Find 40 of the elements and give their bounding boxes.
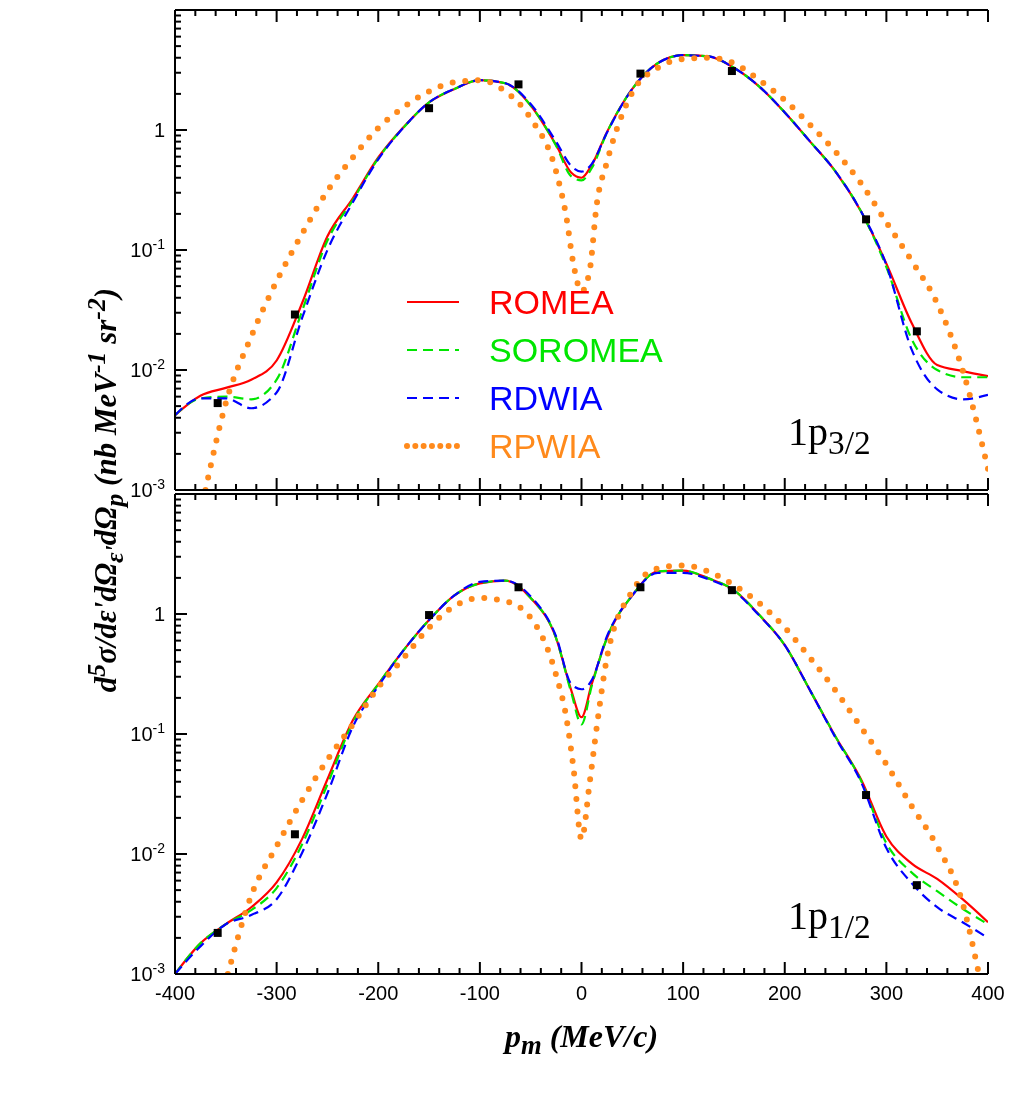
y-tick-label: 1 [153,603,165,625]
point [727,586,736,595]
x-tick-label: 400 [971,982,1005,1004]
point [912,881,921,890]
point [514,583,523,592]
y-tick-label: 10$^{-3}$ [130,476,166,501]
y-tick-label: 10$^{-2}$ [130,356,166,381]
y-tick-label: 10$^{-3}$ [130,960,166,985]
x-tick-label: 0 [575,982,588,1004]
point [213,399,222,408]
point [862,215,871,224]
annotation: 1p$_{3/2}$ [788,408,871,462]
y-tick-label: 10$^{-1}$ [130,720,166,745]
x-tick-label: 200 [768,982,802,1004]
x-tick-label: -300 [256,982,297,1004]
point [425,104,434,113]
point [862,791,871,800]
x-tick-label: 300 [869,982,904,1004]
legend-label: ROMEA [489,282,614,322]
point [636,583,645,592]
x-tick-label: 100 [666,982,700,1004]
y-tick-label: 10$^{-1}$ [130,236,166,261]
x-axis-title: p$_{m}$ (MeV/c) [501,1018,660,1062]
x-tick-label: -200 [358,982,399,1004]
x-tick-label: -100 [459,982,500,1004]
annotation: 1p$_{1/2}$ [788,892,871,946]
legend-label: RDWIA [489,378,603,418]
point [290,310,299,319]
y-tick-label: 1 [153,119,165,141]
point [636,69,645,78]
point [425,611,434,620]
point [912,327,921,336]
legend-label: SOROMEA [489,330,663,370]
x-tick-label: -400 [154,982,196,1004]
y-tick-label: 10$^{-2}$ [130,840,166,865]
point [727,67,736,76]
point [213,928,222,937]
point [514,80,523,89]
legend-label: RPWIA [489,426,601,466]
point [290,830,299,839]
